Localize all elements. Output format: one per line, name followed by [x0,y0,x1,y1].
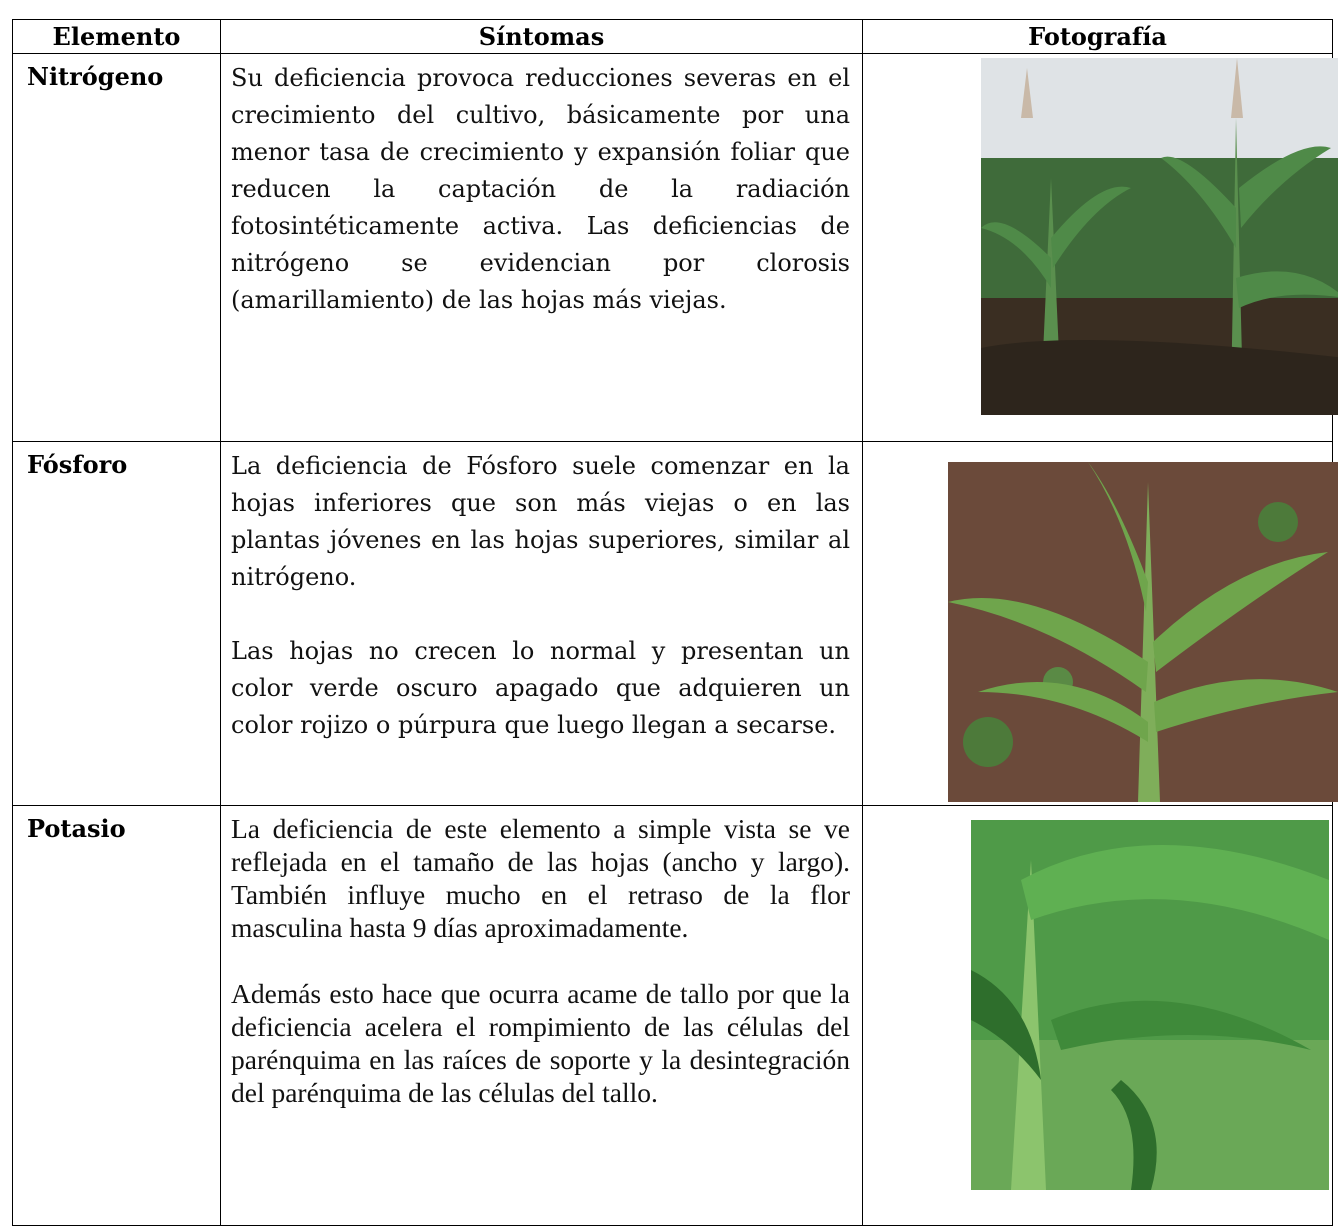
symptom-paragraph: Las hojas no crecen lo normal y presenta… [231,637,850,739]
header-cell: Síntomas [220,19,863,54]
element-cell: Nitrógeno [12,53,221,442]
symptom-paragraph: La deficiencia de Fósforo suele comenzar… [231,452,850,591]
photo-cell [862,441,1338,806]
photo [948,462,1338,802]
element-cell: Fósforo [12,441,221,806]
photo [971,820,1329,1190]
symptom-paragraph: Su deficiencia provoca reducciones sever… [231,64,850,314]
symptom-paragraph: La deficiencia de este elemento a simple… [231,813,850,943]
symptom-paragraph: Además esto hace que ocurra acame de tal… [231,978,850,1108]
photo [981,58,1338,415]
header-row: Elemento Síntomas Fotografía [12,19,1333,54]
photo-cell [862,805,1333,1226]
row: Nitrógeno Su deficiencia provoca reducci… [12,53,1338,442]
header-cell: Elemento [12,19,221,54]
row: Fósforo La deficiencia de Fósforo suele … [12,441,1338,806]
photo-cell [862,53,1338,442]
symptoms-cell: Su deficiencia provoca reducciones sever… [220,53,863,442]
symptoms-cell: La deficiencia de este elemento a simple… [220,805,863,1226]
element-cell: Potasio [12,805,221,1226]
row: Potasio La deficiencia de este elemento … [12,805,1333,1226]
deficiency-table: Elemento Síntomas Fotografía Nitrógeno S… [12,19,1338,1226]
symptoms-cell: La deficiencia de Fósforo suele comenzar… [220,441,863,806]
header-cell: Fotografía [862,19,1333,54]
